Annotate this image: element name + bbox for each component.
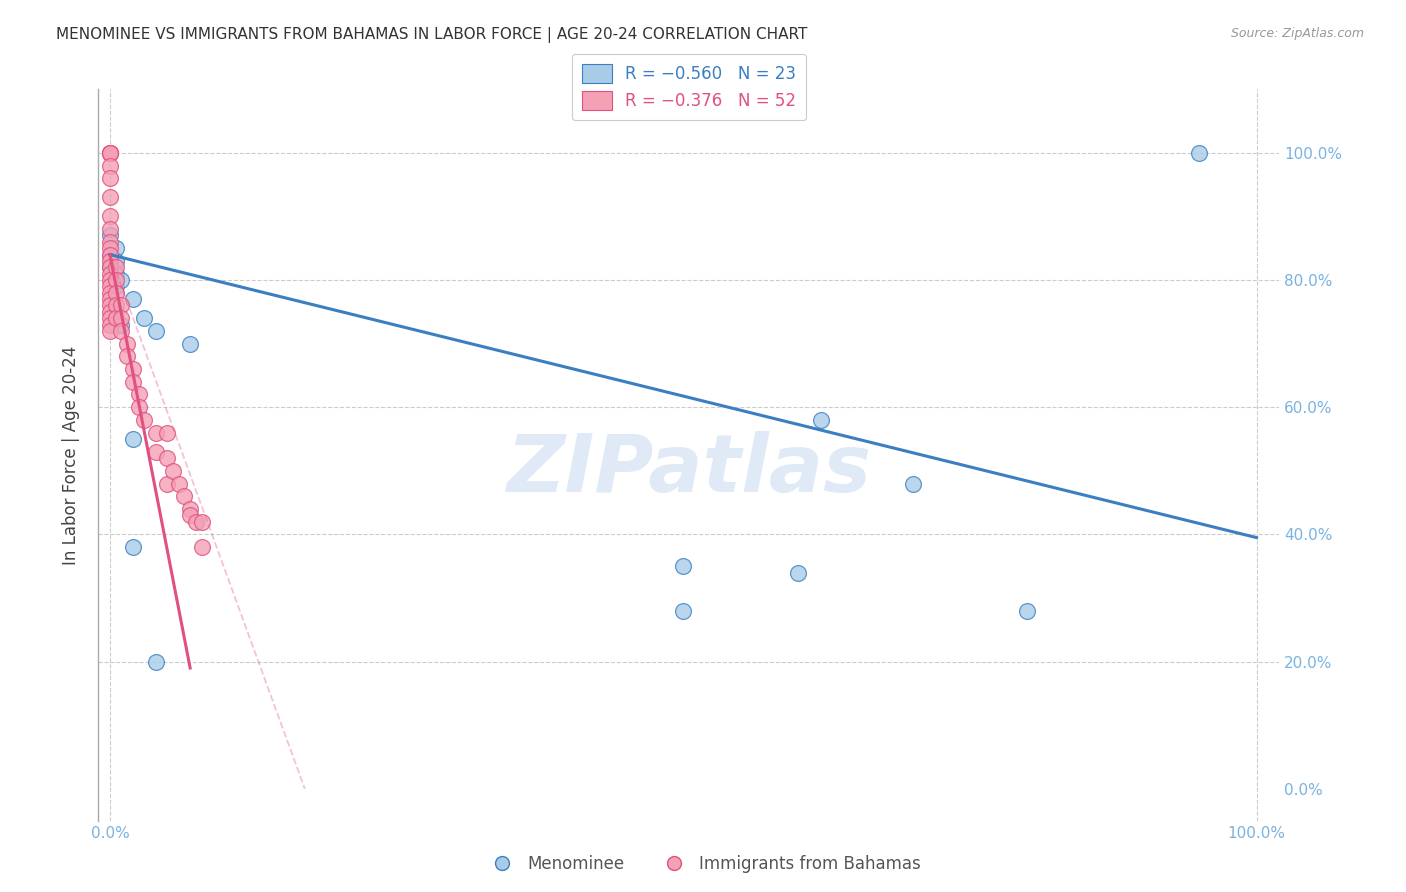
Point — [145, 444, 167, 458]
Text: ZIPatlas: ZIPatlas — [506, 431, 872, 508]
Point — [184, 515, 207, 529]
Point — [145, 324, 167, 338]
Point — [98, 247, 121, 261]
Point — [104, 273, 127, 287]
Point — [104, 298, 127, 312]
Text: Source: ZipAtlas.com: Source: ZipAtlas.com — [1230, 27, 1364, 40]
Point — [128, 401, 150, 415]
Point — [190, 540, 212, 554]
Point — [98, 311, 121, 326]
Point — [104, 285, 127, 300]
Point — [104, 279, 127, 293]
Point — [98, 190, 121, 204]
Point — [190, 515, 212, 529]
Point — [104, 241, 127, 255]
Point — [98, 145, 121, 160]
Point — [98, 273, 121, 287]
Point — [145, 425, 167, 440]
Point — [98, 222, 121, 236]
Y-axis label: In Labor Force | Age 20-24: In Labor Force | Age 20-24 — [62, 345, 80, 565]
Point — [173, 489, 195, 503]
Point — [98, 171, 121, 186]
Point — [104, 260, 127, 275]
Point — [98, 279, 121, 293]
Point — [98, 159, 121, 173]
Point — [121, 540, 143, 554]
Legend: Menominee, Immigrants from Bahamas: Menominee, Immigrants from Bahamas — [478, 848, 928, 880]
Point — [115, 349, 138, 363]
Point — [110, 324, 132, 338]
Point — [134, 311, 156, 326]
Point — [786, 566, 808, 580]
Point — [167, 476, 190, 491]
Point — [179, 508, 201, 523]
Point — [179, 502, 201, 516]
Point — [121, 432, 143, 446]
Text: MENOMINEE VS IMMIGRANTS FROM BAHAMAS IN LABOR FORCE | AGE 20-24 CORRELATION CHAR: MENOMINEE VS IMMIGRANTS FROM BAHAMAS IN … — [56, 27, 807, 43]
Point — [128, 387, 150, 401]
Point — [98, 324, 121, 338]
Point — [121, 375, 143, 389]
Point — [121, 292, 143, 306]
Point — [104, 267, 127, 281]
Point — [672, 604, 695, 618]
Point — [104, 311, 127, 326]
Point — [156, 425, 179, 440]
Point — [179, 336, 201, 351]
Point — [156, 451, 179, 466]
Point — [1017, 604, 1039, 618]
Point — [110, 311, 132, 326]
Point — [98, 260, 121, 275]
Point — [134, 413, 156, 427]
Point — [98, 210, 121, 224]
Point — [156, 476, 179, 491]
Point — [110, 298, 132, 312]
Point — [104, 254, 127, 268]
Point — [98, 145, 121, 160]
Point — [162, 464, 184, 478]
Point — [145, 655, 167, 669]
Point — [98, 260, 121, 275]
Point — [810, 413, 832, 427]
Point — [98, 254, 121, 268]
Point — [901, 476, 924, 491]
Point — [121, 362, 143, 376]
Point — [98, 235, 121, 249]
Legend: R = −0.560   N = 23, R = −0.376   N = 52: R = −0.560 N = 23, R = −0.376 N = 52 — [572, 54, 806, 120]
Point — [98, 292, 121, 306]
Point — [98, 285, 121, 300]
Point — [98, 267, 121, 281]
Point — [98, 145, 121, 160]
Point — [98, 298, 121, 312]
Point — [98, 228, 121, 243]
Point — [672, 559, 695, 574]
Point — [110, 318, 132, 332]
Point — [98, 145, 121, 160]
Point — [98, 247, 121, 261]
Point — [98, 318, 121, 332]
Point — [115, 336, 138, 351]
Point — [1188, 145, 1211, 160]
Point — [110, 273, 132, 287]
Point — [98, 241, 121, 255]
Point — [98, 305, 121, 319]
